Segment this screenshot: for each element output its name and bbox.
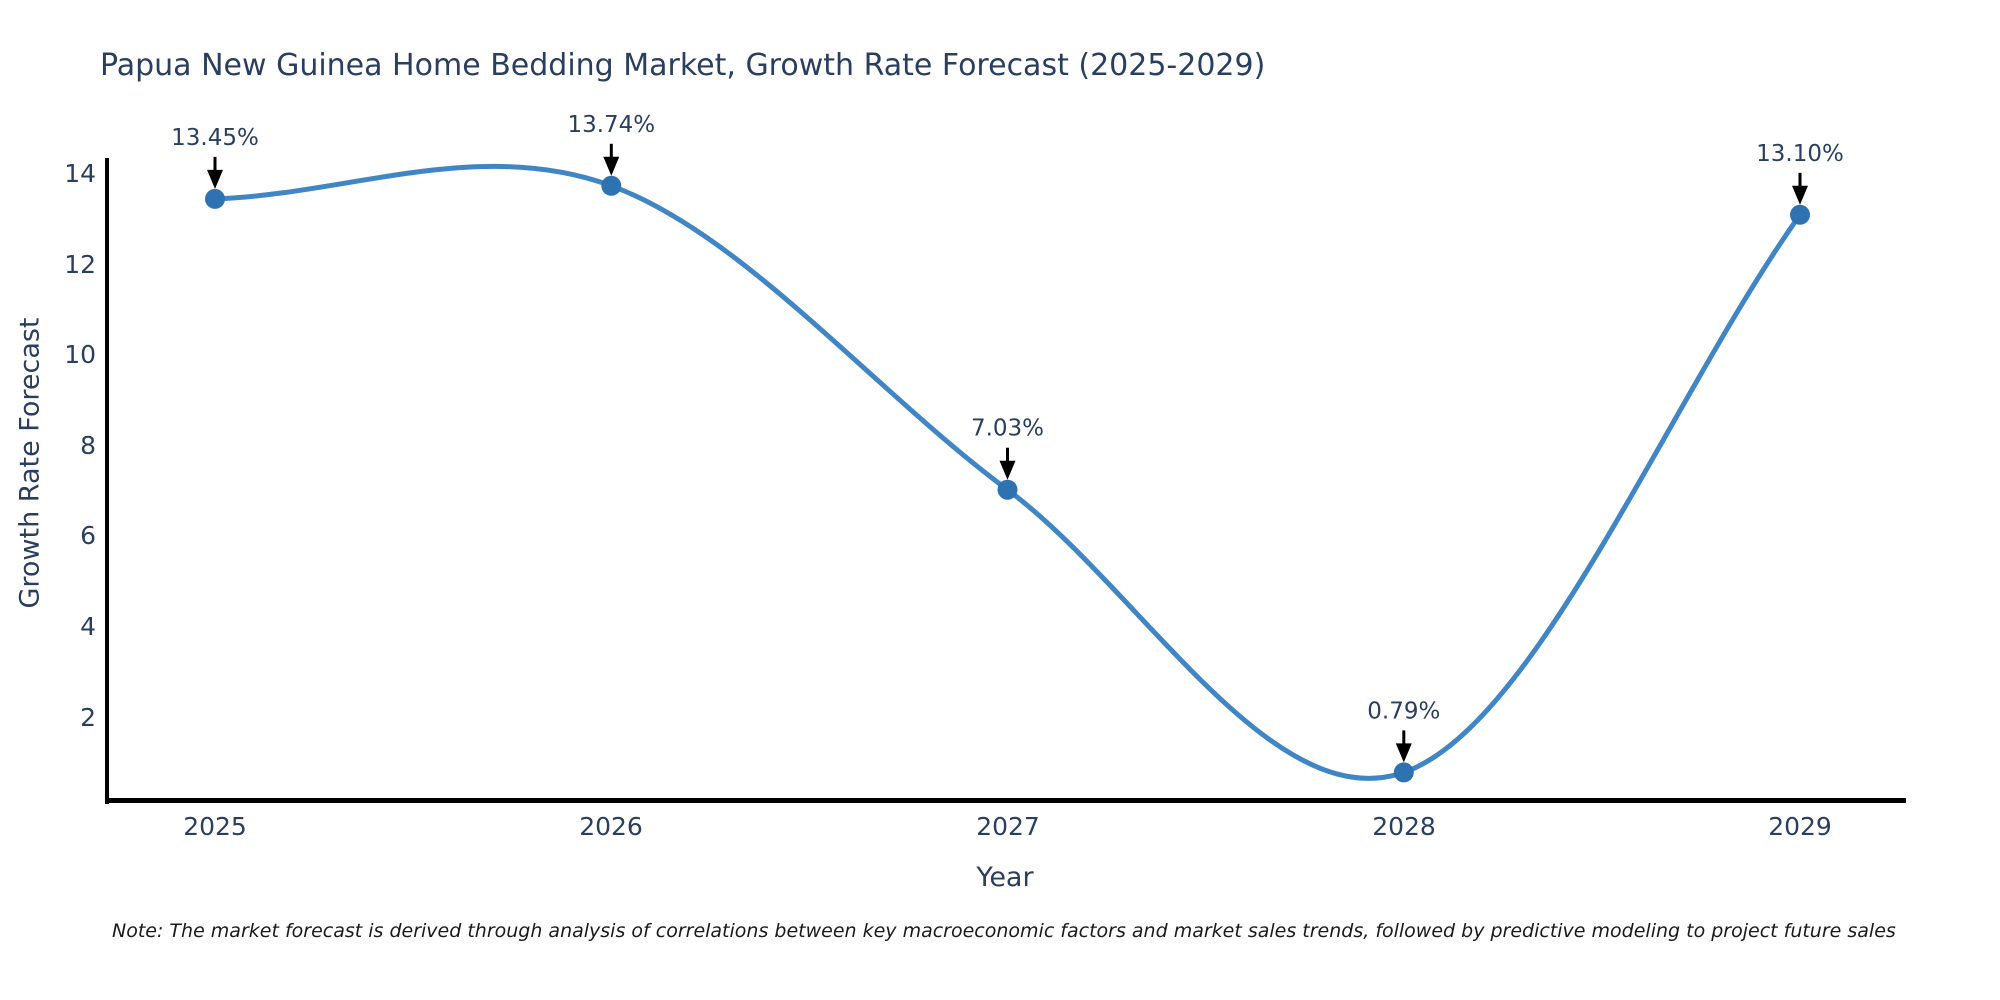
annotation-arrow-head [999, 460, 1016, 480]
forecast-line [212, 163, 1803, 781]
y-tick-label: 2 [80, 703, 96, 732]
y-tick-label: 8 [80, 431, 96, 460]
series-layer: 13.45% 13.74% 7.03% 0.79% 13.10% [171, 112, 1844, 783]
x-tick-label: 2029 [1768, 812, 1832, 841]
x-axis-title: Year [976, 862, 1034, 893]
y-tick-label: 4 [80, 612, 96, 641]
chart-title: Papua New Guinea Home Bedding Market, Gr… [100, 48, 1266, 83]
annotation-arrow-head [1395, 743, 1412, 763]
x-axis-line [105, 798, 1906, 803]
annotation-arrow-head [1792, 185, 1808, 205]
x-tick-label: 2026 [579, 812, 643, 841]
data-point [997, 479, 1018, 500]
y-tick-label: 14 [64, 159, 96, 188]
data-point [1393, 762, 1414, 783]
data-point [601, 175, 622, 196]
annotation-arrow-head [207, 169, 223, 189]
x-tick-label: 2025 [183, 812, 247, 841]
y-tick-label: 12 [64, 250, 96, 279]
annotation-arrow-head [603, 156, 620, 176]
annotation-label: 13.10% [1756, 141, 1844, 167]
annotation-label: 13.45% [171, 125, 259, 151]
data-point [1790, 204, 1810, 225]
data-point [205, 188, 225, 209]
y-axis-line [105, 158, 109, 804]
annotation-label: 13.74% [567, 112, 655, 138]
annotation-label: 7.03% [971, 416, 1044, 442]
y-tick-label: 6 [80, 521, 96, 550]
footnote: Note: The market forecast is derived thr… [112, 920, 1896, 942]
x-tick-label: 2028 [1372, 812, 1436, 841]
x-tick-label: 2027 [976, 812, 1040, 841]
y-tick-label: 10 [64, 340, 96, 369]
annotation-label: 0.79% [1367, 698, 1440, 724]
